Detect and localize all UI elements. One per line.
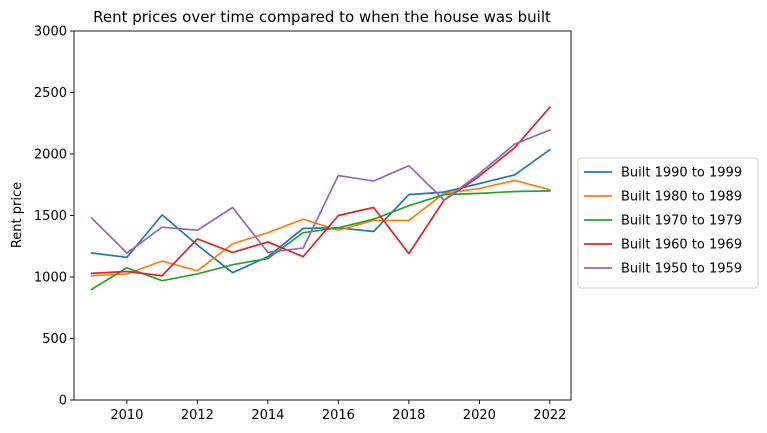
y-tick-label: 1000 (34, 271, 67, 286)
x-tick-label: 2012 (181, 408, 214, 423)
legend-label-5: Built 1950 to 1959 (621, 262, 742, 277)
y-tick-label: 3000 (34, 25, 67, 40)
series-line-2 (90, 179, 551, 277)
x-tick-label: 2016 (322, 408, 355, 423)
y-tick-label: 1500 (34, 209, 67, 224)
axes: 0 500 1000 1500 2000 2500 3000 2010 2012 2014 2016… (34, 25, 572, 423)
series-line-1 (90, 148, 552, 274)
legend-label-1: Built 1990 to 1999 (621, 166, 742, 181)
x-tick-label: 2020 (463, 408, 496, 423)
x-tick-label: 2010 (110, 408, 143, 423)
plot-area (90, 106, 552, 291)
legend-label-4: Built 1960 to 1969 (621, 238, 742, 253)
chart-title: Rent prices over time compared to when t… (93, 8, 551, 26)
y-tick-label: 2000 (34, 148, 67, 163)
series-line-5 (90, 128, 551, 254)
x-tick-label: 2014 (251, 408, 284, 423)
legend: Built 1990 to 1999 Built 1980 to 1989 Buil… (577, 157, 759, 289)
y-tick-label: 500 (42, 332, 67, 347)
legend-label-2: Built 1980 to 1989 (621, 190, 742, 205)
y-axis-label: Rent price (10, 182, 25, 248)
x-tick-label: 2022 (533, 408, 566, 423)
y-tick-label: 0 (59, 394, 67, 409)
series-line-3 (90, 190, 551, 291)
y-tick-label: 2500 (34, 86, 67, 101)
plot-frame (73, 30, 572, 401)
series-line-4 (90, 106, 552, 277)
legend-box (577, 157, 759, 289)
x-tick-label: 2018 (392, 408, 425, 423)
legend-label-3: Built 1970 to 1979 (621, 214, 742, 229)
